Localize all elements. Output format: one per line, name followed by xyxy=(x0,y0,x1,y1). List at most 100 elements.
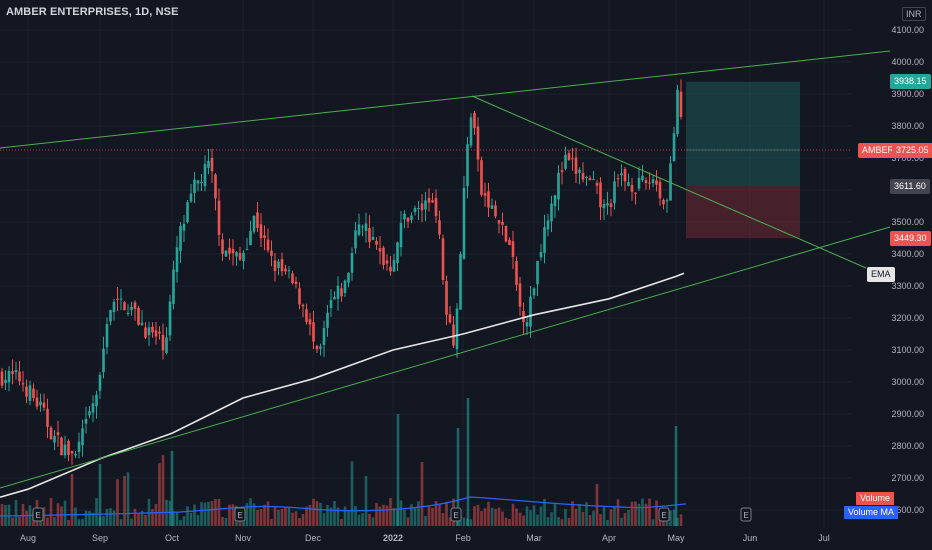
volume-bar xyxy=(651,519,655,526)
volume-bar xyxy=(245,503,249,526)
volume-bar xyxy=(14,499,18,526)
volume-bar xyxy=(315,501,319,526)
candle xyxy=(627,182,630,186)
x-tick-label: May xyxy=(667,533,685,543)
volume-bar xyxy=(214,498,217,526)
volume-bar xyxy=(95,498,98,526)
y-tick-label: 3200.00 xyxy=(891,313,924,323)
volume-bar xyxy=(259,509,263,526)
volume-bar xyxy=(91,512,95,526)
candle xyxy=(137,307,140,325)
candle xyxy=(312,322,315,342)
volume-bar xyxy=(403,509,406,526)
candle xyxy=(266,239,270,251)
candle xyxy=(112,301,116,313)
candle xyxy=(417,208,420,210)
candle xyxy=(567,153,571,160)
volume-bar xyxy=(25,510,28,526)
candle xyxy=(508,239,511,246)
volume-bar xyxy=(637,503,641,526)
candle xyxy=(368,227,371,242)
volume-bar xyxy=(60,506,63,526)
candle xyxy=(333,296,336,300)
candle xyxy=(445,280,448,315)
volume-bar xyxy=(634,501,637,526)
candle xyxy=(32,388,35,398)
candle xyxy=(42,402,46,408)
candle xyxy=(483,193,487,196)
candle xyxy=(466,144,469,187)
volume-bar xyxy=(224,517,228,526)
earnings-label: E xyxy=(661,511,666,520)
volume-bar xyxy=(469,519,473,526)
candle xyxy=(259,224,263,239)
volume-bar xyxy=(375,503,378,526)
candle xyxy=(522,311,525,322)
candle xyxy=(60,437,63,456)
volume-bar xyxy=(483,508,487,526)
volume-bar xyxy=(616,499,620,526)
volume-bar xyxy=(392,508,396,526)
candle xyxy=(329,299,333,309)
volume-bar xyxy=(298,517,301,526)
candle xyxy=(448,314,452,323)
candle xyxy=(256,212,259,228)
volume-bar xyxy=(340,518,343,526)
volume-bar xyxy=(322,513,326,526)
volume-bar xyxy=(249,498,252,526)
candle xyxy=(81,428,84,446)
candle xyxy=(217,200,221,235)
volume-bar xyxy=(119,519,123,526)
candle xyxy=(613,181,616,204)
candle xyxy=(620,173,623,176)
volume-bar xyxy=(109,508,112,526)
candle xyxy=(39,401,42,406)
candle xyxy=(651,179,655,184)
entry-price-badge: 3611.60 xyxy=(890,179,930,194)
volume-bar xyxy=(609,509,613,526)
volume-bar xyxy=(448,517,452,526)
candle xyxy=(623,169,627,182)
candle xyxy=(126,312,130,314)
volume-bar xyxy=(434,501,438,526)
candle xyxy=(609,203,613,207)
volume-bar xyxy=(487,501,490,526)
volume-bar xyxy=(462,517,466,526)
currency-label[interactable]: INR xyxy=(902,7,926,21)
volume-bar xyxy=(410,504,413,526)
candle xyxy=(634,192,637,194)
candle xyxy=(550,203,553,222)
volume-bar xyxy=(193,504,196,526)
candle xyxy=(11,371,14,375)
volume-bar xyxy=(525,506,529,526)
candle xyxy=(399,222,403,248)
volume-bar xyxy=(679,514,683,526)
candle xyxy=(679,91,683,117)
candle xyxy=(406,217,410,222)
candle xyxy=(553,195,557,207)
symbol-title[interactable]: AMBER ENTERPRISES, 1D, NSE xyxy=(6,6,179,18)
candle xyxy=(308,319,312,325)
candle xyxy=(462,187,466,259)
earnings-box xyxy=(658,507,670,522)
volume-bar xyxy=(595,484,599,526)
x-tick-label: Jul xyxy=(818,533,830,543)
candle xyxy=(56,432,60,436)
y-tick-label: 3800.00 xyxy=(891,121,924,131)
volume-bar xyxy=(203,502,207,526)
candle xyxy=(18,371,21,382)
volume-bar xyxy=(504,517,508,526)
volume-bar xyxy=(550,512,553,526)
candle xyxy=(669,163,672,201)
volume-bar xyxy=(200,502,203,526)
volume-bar xyxy=(172,511,175,526)
candle xyxy=(452,324,455,346)
volume-bar xyxy=(368,513,371,526)
candle xyxy=(424,200,427,210)
volume-bar xyxy=(305,506,308,526)
volume-bar xyxy=(294,511,298,526)
candle xyxy=(662,200,665,205)
volume-bar xyxy=(207,501,210,526)
